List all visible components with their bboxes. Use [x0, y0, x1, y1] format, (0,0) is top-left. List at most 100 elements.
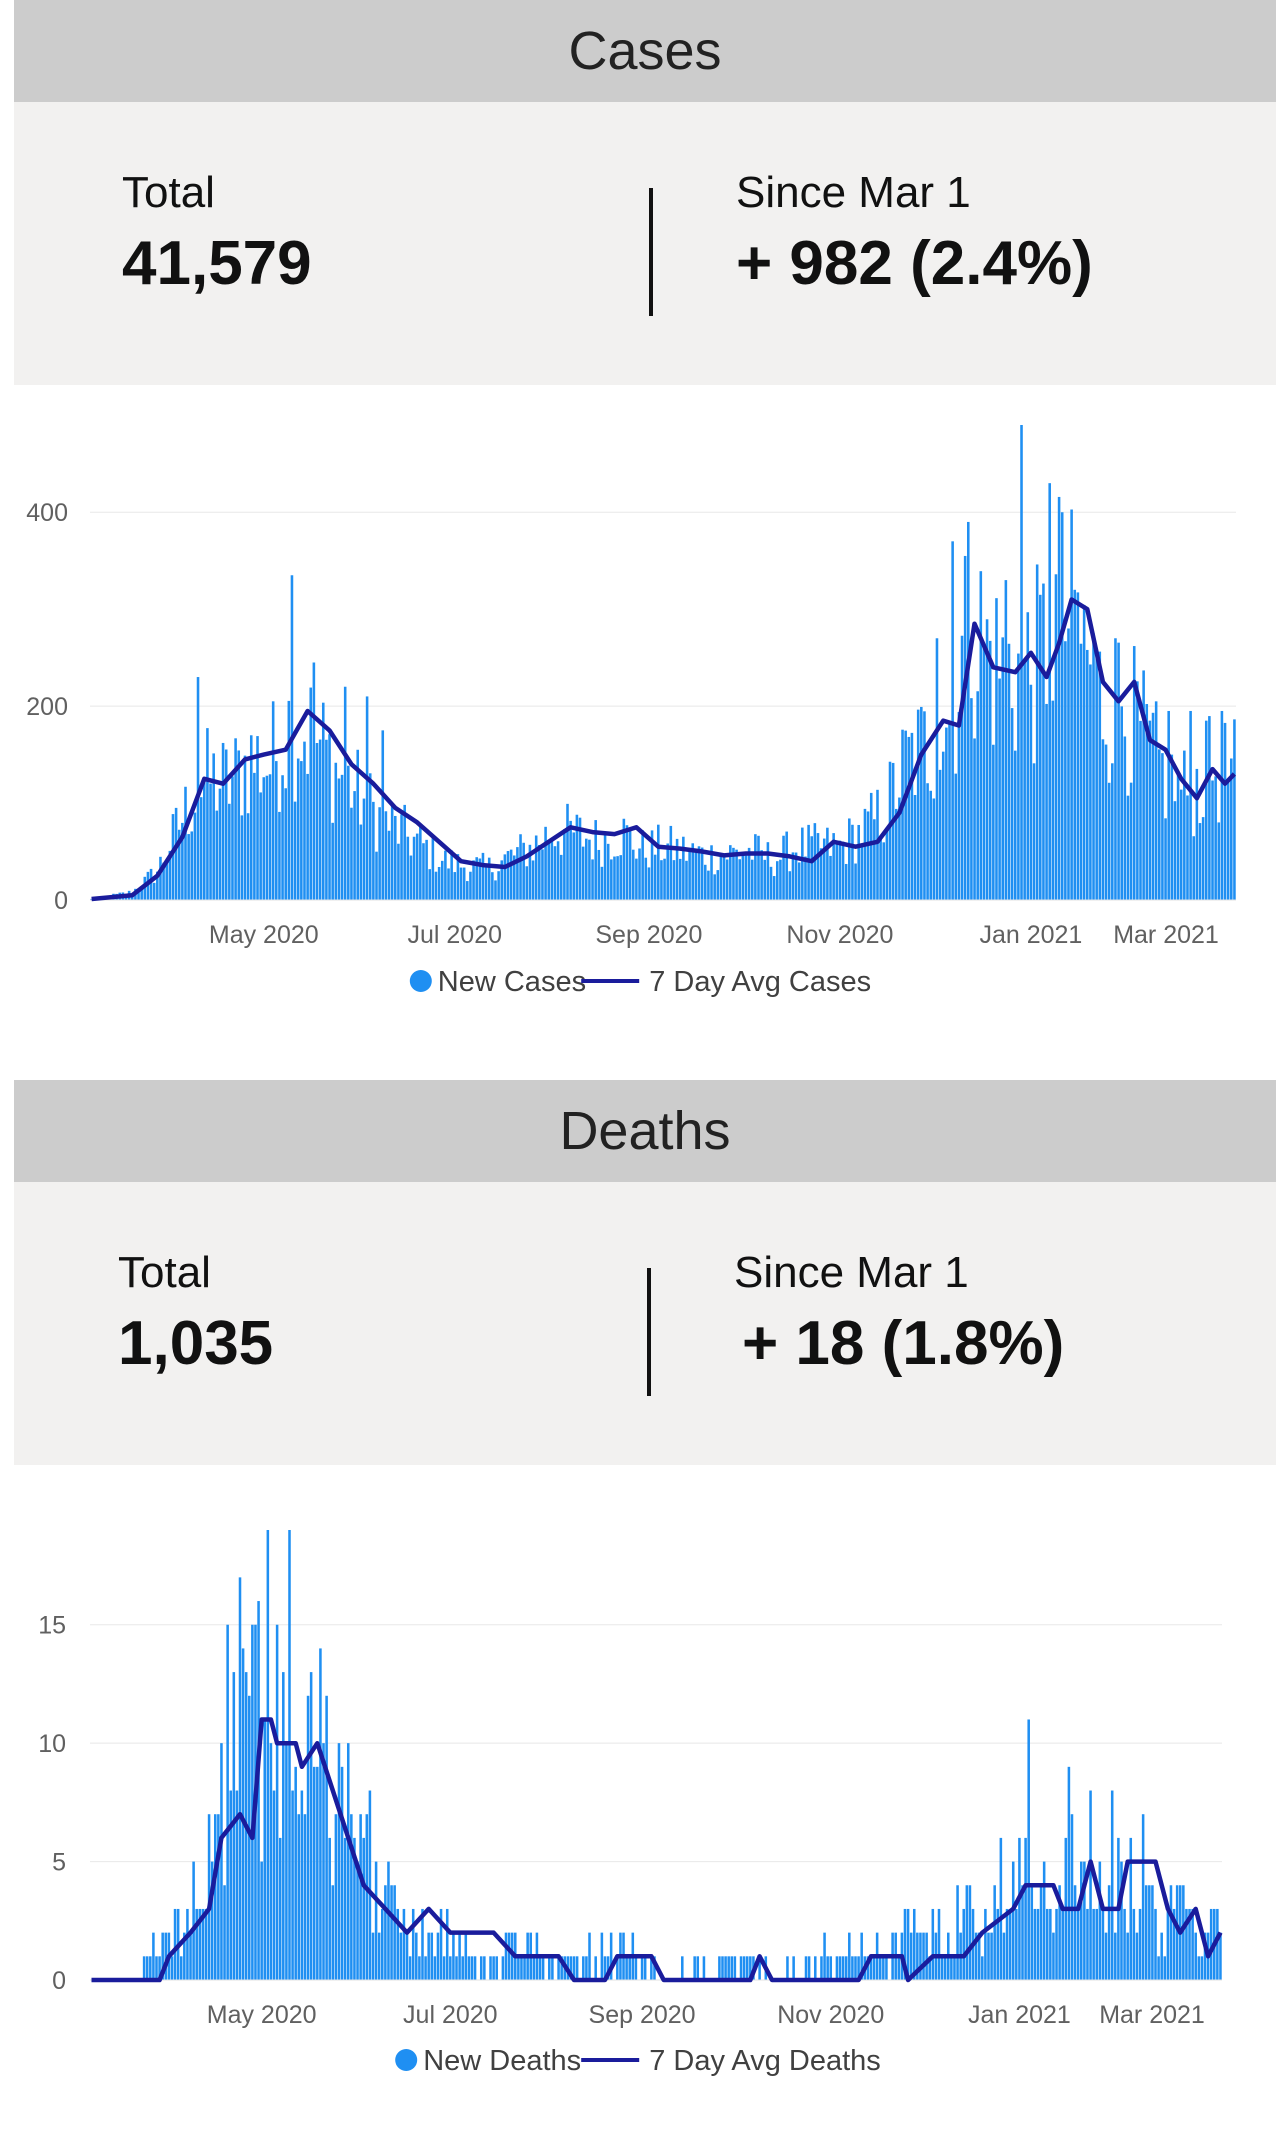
bar: [400, 814, 403, 900]
bar: [938, 769, 942, 900]
bar: [772, 876, 776, 900]
bar: [1226, 779, 1230, 900]
bar: [1021, 1885, 1024, 1980]
bar: [594, 820, 597, 900]
bar: [996, 1908, 1000, 1980]
bar: [458, 1932, 461, 1980]
bar: [331, 822, 334, 900]
bar: [1057, 496, 1061, 900]
bar: [1064, 641, 1067, 900]
bar: [221, 742, 225, 900]
bar: [873, 819, 876, 900]
bar: [719, 854, 723, 900]
bar: [1144, 1885, 1148, 1980]
bar: [1230, 758, 1233, 900]
bar: [1172, 1908, 1176, 1980]
bar: [898, 797, 901, 900]
bar: [616, 1956, 619, 1980]
bar: [220, 1743, 223, 1980]
bar: [294, 1766, 297, 1980]
bar: [999, 1837, 1003, 1980]
bar: [707, 870, 710, 900]
bar: [506, 851, 510, 900]
bar: [306, 1695, 310, 1980]
bar: [1139, 720, 1142, 900]
bar: [201, 1908, 205, 1980]
bar: [538, 844, 541, 900]
bar: [381, 1908, 384, 1980]
bar: [1029, 684, 1033, 900]
bar: [844, 1956, 848, 1980]
bar: [610, 859, 613, 900]
bar: [325, 739, 328, 900]
bar: [248, 1695, 251, 1980]
bar: [444, 850, 447, 900]
bar: [897, 1956, 901, 1980]
bar: [551, 1956, 554, 1980]
bar: [1154, 701, 1158, 900]
bar: [365, 1814, 369, 1980]
bar: [582, 1956, 585, 1980]
bar: [293, 801, 297, 900]
bar: [415, 1932, 418, 1980]
bar: [430, 1932, 434, 1980]
bar: [483, 1956, 486, 1980]
bar: [409, 855, 413, 900]
bar: [857, 1956, 860, 1980]
bar: [340, 774, 344, 900]
bar: [179, 1956, 183, 1980]
x-tick-label: Jul 2020: [403, 2001, 498, 2029]
bar: [318, 739, 322, 900]
bar: [782, 835, 785, 900]
bar: [826, 1956, 829, 1980]
bar: [450, 850, 453, 900]
bar: [544, 826, 547, 900]
bar: [804, 856, 807, 900]
bar: [696, 1956, 700, 1980]
bar: [436, 1932, 440, 1980]
bar: [359, 824, 363, 900]
bar: [1013, 750, 1017, 900]
bar: [1023, 659, 1026, 900]
bar: [588, 1932, 591, 1980]
bar: [467, 1956, 471, 1980]
bar: [635, 858, 638, 900]
bar: [970, 698, 973, 900]
bar: [321, 702, 325, 900]
bar: [913, 795, 917, 900]
bar: [449, 1956, 452, 1980]
bar: [721, 1956, 724, 1980]
bar: [384, 1885, 387, 1980]
bar: [412, 836, 416, 900]
bar: [854, 1956, 857, 1980]
bar: [732, 847, 735, 900]
bar: [600, 866, 604, 900]
legend-bar-label: New Deaths: [423, 2045, 581, 2077]
bar: [1095, 652, 1098, 900]
bar: [155, 1956, 158, 1980]
bar: [1176, 770, 1180, 900]
bar: [735, 849, 738, 900]
bar: [149, 868, 153, 900]
bar: [425, 839, 428, 900]
bar: [879, 838, 882, 900]
bar: [1101, 1908, 1105, 1980]
bar: [923, 711, 926, 900]
bar: [653, 854, 657, 900]
bar: [960, 635, 964, 900]
bar: [912, 1908, 916, 1980]
legend-bar-marker: [409, 970, 432, 992]
bar: [823, 1932, 826, 1980]
bar: [954, 773, 958, 900]
bar: [901, 729, 904, 900]
y-tick-label: 0: [52, 1967, 66, 1995]
bar: [606, 1956, 610, 1980]
bar: [578, 817, 582, 900]
bar: [453, 872, 457, 900]
bar: [427, 1932, 430, 1980]
bar: [841, 1956, 845, 1980]
bar: [727, 1956, 730, 1980]
bar: [362, 798, 366, 900]
bar: [556, 841, 560, 900]
bar: [266, 1530, 270, 1980]
